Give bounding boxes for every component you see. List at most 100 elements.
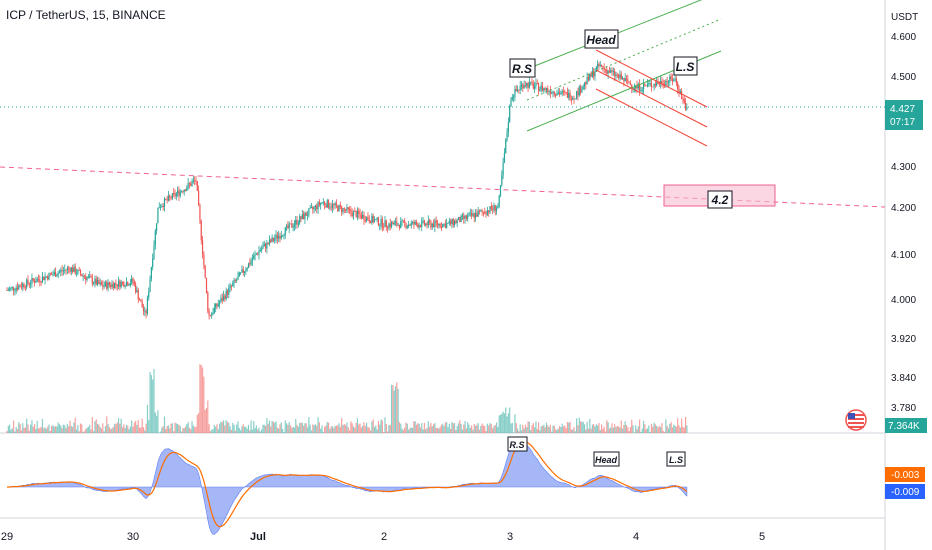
macd-annotation-ls[interactable]: L.S <box>666 451 686 467</box>
candle-body <box>679 91 681 94</box>
price-axis[interactable]: USDT 4.600 4.500 4.300 4.200 4.100 4.000… <box>885 12 927 499</box>
volume-bar <box>68 426 70 433</box>
volume-bar <box>414 421 416 433</box>
candle-body <box>682 98 684 100</box>
volume-bar <box>669 423 671 433</box>
volume-bar <box>540 426 542 433</box>
candle-body <box>140 300 142 302</box>
annotation-ls[interactable]: L.S <box>673 56 698 76</box>
volume-bar <box>65 428 67 433</box>
volume-bar <box>108 426 110 433</box>
candle-body <box>292 226 294 228</box>
time-axis[interactable]: 29 30 Jul 2 3 4 5 <box>1 531 765 543</box>
volume-bar <box>654 424 656 433</box>
candle-body <box>267 242 269 245</box>
volume-bar <box>469 427 471 433</box>
volume-bar <box>24 427 26 433</box>
channel-upper-line[interactable] <box>526 0 721 70</box>
candle-body <box>402 220 404 222</box>
volume-bar <box>337 425 339 433</box>
volume-bar <box>656 425 658 433</box>
candle-body <box>469 213 471 214</box>
annotation-head[interactable]: Head <box>584 29 619 49</box>
volume-bar <box>574 431 576 433</box>
candle-body <box>536 83 538 84</box>
candle-body <box>684 102 687 110</box>
red-channel-upper-line[interactable] <box>595 49 708 108</box>
candle-body <box>409 224 411 226</box>
macd-annotation-rs[interactable]: R.S <box>507 436 528 452</box>
volume-bar <box>106 416 108 433</box>
volume-bar <box>51 425 53 433</box>
annotation-support-level[interactable]: 4.2 <box>707 190 733 209</box>
macd-annotation-head[interactable]: Head <box>593 451 620 467</box>
volume-bar <box>165 429 167 433</box>
volume-bar <box>636 429 638 433</box>
candle-body <box>20 286 23 288</box>
volume-bar <box>117 418 120 433</box>
volume-bar <box>19 424 21 433</box>
red-channel-mid-line[interactable] <box>595 69 708 128</box>
volume-bar <box>400 423 402 433</box>
candle-body <box>337 205 339 212</box>
volume-bar <box>448 423 450 433</box>
volume-bar <box>358 424 360 433</box>
volume-bar <box>137 420 139 433</box>
volume-bar <box>411 427 414 433</box>
volume-bar <box>329 428 331 433</box>
channel-mid-line[interactable] <box>526 18 722 101</box>
volume-bar <box>553 425 555 433</box>
candle-body <box>15 287 17 291</box>
annotation-head-text: Head <box>586 33 616 47</box>
volume-bar <box>64 425 66 433</box>
volume-bar <box>180 431 183 433</box>
candle-body <box>91 277 93 284</box>
volume-bar <box>423 422 425 433</box>
candle-body <box>163 198 166 207</box>
candle-body <box>375 219 377 221</box>
candle-body <box>561 90 563 94</box>
volume-bar <box>577 425 579 433</box>
volume-bar <box>35 428 37 433</box>
candle-body <box>51 274 53 275</box>
candle-body <box>149 278 151 292</box>
candle-body <box>27 279 29 284</box>
volume-bar <box>96 423 99 433</box>
volume-bar <box>276 427 278 433</box>
volume-bar <box>663 431 666 433</box>
candle-body <box>385 220 387 227</box>
volume-bar <box>77 424 79 433</box>
candle-body <box>104 282 107 286</box>
volume-bar <box>41 418 44 433</box>
candles <box>6 60 688 320</box>
us-flag-icon[interactable] <box>845 409 867 431</box>
candle-body <box>474 213 477 218</box>
volume-bar <box>586 421 588 433</box>
volume-bar <box>444 422 446 433</box>
volume-bar <box>53 426 55 433</box>
candle-body <box>489 206 491 213</box>
annotation-rs[interactable]: R.S <box>509 58 536 78</box>
red-channel-lower-line[interactable] <box>595 88 708 147</box>
candle-body <box>28 283 30 285</box>
volume-bar <box>543 424 545 433</box>
volume-bar <box>148 420 150 433</box>
volume-bar <box>237 421 239 433</box>
volume-bar <box>242 424 244 433</box>
candle-body <box>53 271 55 275</box>
candle-body <box>196 181 198 191</box>
volume-bar <box>289 425 292 433</box>
volume-bar <box>450 428 452 433</box>
volume-bar <box>394 386 397 433</box>
candle-body <box>23 283 25 288</box>
candle-body <box>12 287 15 291</box>
macd-signal-line <box>7 440 688 528</box>
volume-bar <box>415 424 418 433</box>
volume-bar <box>40 426 42 433</box>
candle-body <box>316 205 318 210</box>
volume-bar <box>44 427 46 433</box>
volume-bar <box>419 427 422 433</box>
candle-body <box>284 227 286 236</box>
candle-body <box>482 211 485 213</box>
